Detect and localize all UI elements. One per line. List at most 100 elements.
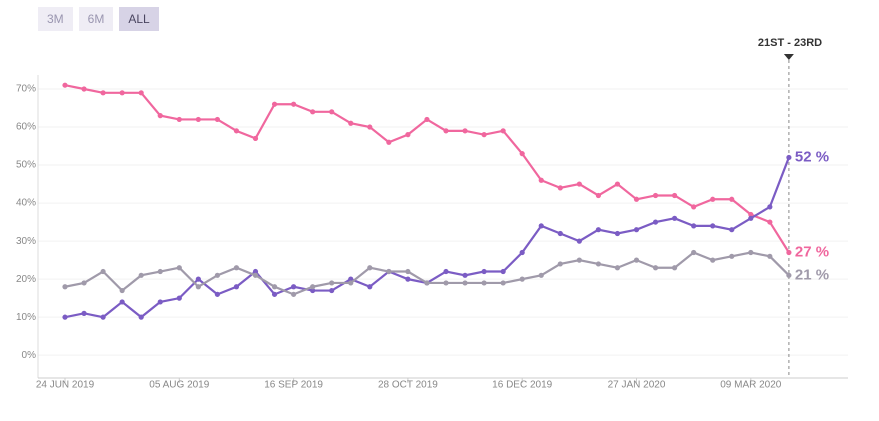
y-tick-label: 50%	[16, 160, 36, 171]
data-point	[310, 287, 316, 294]
data-point	[710, 257, 716, 263]
data-point	[81, 86, 87, 92]
data-point	[119, 90, 125, 96]
data-point	[367, 124, 373, 130]
data-point	[329, 280, 335, 286]
data-point	[652, 219, 659, 225]
y-tick-label: 30%	[16, 236, 36, 247]
data-point	[538, 223, 544, 229]
data-point	[595, 227, 602, 233]
data-point	[691, 204, 697, 210]
marker-arrow	[783, 54, 794, 60]
data-point	[748, 249, 754, 256]
data-point	[691, 249, 697, 256]
y-tick-label: 0%	[22, 350, 37, 361]
data-point	[214, 116, 220, 123]
data-point	[652, 192, 659, 199]
data-point	[176, 295, 182, 301]
data-point	[557, 185, 563, 191]
data-point	[348, 120, 354, 126]
data-point	[348, 276, 354, 282]
data-point	[595, 192, 602, 199]
value-label: 52 %	[795, 148, 829, 165]
data-point	[329, 109, 335, 115]
data-point	[729, 253, 735, 259]
data-point	[310, 109, 316, 115]
data-point	[119, 287, 125, 294]
data-point	[443, 128, 449, 134]
data-point	[252, 268, 259, 275]
data-point	[81, 280, 87, 286]
series-line	[64, 251, 790, 296]
data-point	[176, 265, 182, 271]
data-point	[538, 177, 544, 183]
data-point	[252, 272, 259, 278]
data-point	[291, 284, 297, 290]
data-point	[176, 116, 182, 123]
data-point	[195, 276, 201, 282]
data-point	[538, 272, 544, 278]
data-point	[424, 116, 430, 123]
x-tick-label: 16 SEP 2019	[264, 380, 323, 391]
data-point	[100, 268, 106, 275]
data-point	[271, 101, 278, 107]
data-point	[500, 128, 506, 134]
data-point	[195, 284, 201, 290]
data-point	[310, 284, 316, 290]
data-point	[443, 268, 449, 275]
x-tick-label: 09 MAR 2020	[720, 380, 782, 391]
range-button[interactable]: ALL	[119, 7, 159, 31]
data-point	[233, 265, 240, 271]
data-point	[500, 280, 506, 286]
data-point	[672, 215, 678, 221]
data-point	[767, 204, 773, 210]
data-point	[672, 192, 678, 199]
data-point	[100, 90, 106, 96]
data-point	[614, 265, 621, 271]
data-point	[138, 90, 144, 96]
series-line	[64, 84, 790, 254]
data-point	[767, 253, 773, 259]
data-point	[462, 280, 468, 286]
range-button[interactable]: 3M	[38, 7, 73, 31]
data-point	[367, 284, 373, 290]
data-point	[271, 284, 278, 290]
x-tick-label: 05 AUG 2019	[149, 380, 209, 391]
data-point	[138, 314, 144, 320]
data-point	[786, 249, 792, 256]
data-point	[519, 249, 525, 256]
data-point	[119, 299, 125, 305]
y-tick-label: 40%	[16, 198, 36, 209]
data-point	[81, 310, 87, 316]
x-tick-label: 24 JUN 2019	[36, 380, 95, 391]
data-point	[672, 265, 678, 271]
data-point	[576, 181, 582, 187]
data-point	[233, 128, 240, 134]
data-point	[367, 265, 373, 271]
data-point	[424, 280, 430, 286]
data-point	[767, 219, 773, 225]
x-tick-label: 27 JAN 2020	[608, 380, 666, 391]
y-tick-label: 10%	[16, 312, 36, 323]
data-point	[729, 196, 735, 202]
data-point	[748, 215, 754, 221]
data-point	[233, 284, 240, 290]
data-point	[462, 128, 468, 134]
data-point	[691, 223, 697, 229]
data-point	[614, 181, 621, 187]
data-point	[214, 272, 220, 278]
data-point	[348, 280, 354, 286]
data-point	[157, 113, 163, 119]
data-point	[576, 238, 582, 244]
data-point	[329, 287, 335, 294]
series-line	[64, 157, 790, 319]
value-label: 21 %	[795, 266, 829, 283]
range-button[interactable]: 6M	[78, 7, 114, 31]
data-point	[633, 257, 640, 263]
data-point	[252, 135, 259, 142]
data-point	[481, 132, 487, 138]
value-label: 27 %	[795, 243, 829, 260]
data-point	[481, 280, 487, 286]
